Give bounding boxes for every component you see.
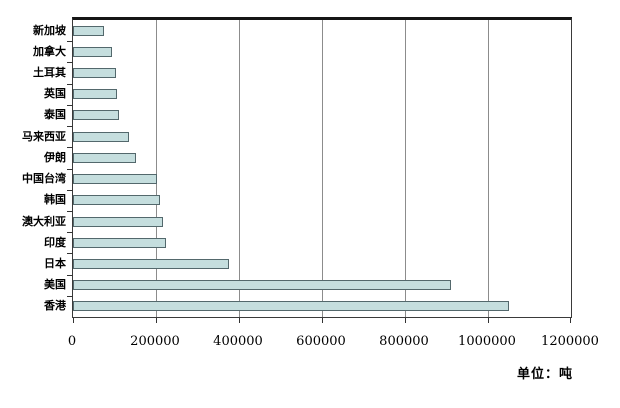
x-tick-label-600000: 600000 — [296, 334, 346, 349]
y-axis-label-canada: 加拿大 — [33, 44, 66, 58]
bar-india — [73, 237, 166, 248]
y-axis-label-japan: 日本 — [44, 256, 66, 270]
bar-singapore — [73, 25, 105, 36]
bar-hong-kong — [73, 301, 509, 312]
x-tick-label-800000: 800000 — [379, 334, 429, 349]
bar-thailand — [73, 110, 120, 121]
y-axis-tick — [67, 147, 73, 149]
x-tick-label-1200000: 1200000 — [541, 334, 599, 349]
y-axis-label-hong-kong: 香港 — [44, 299, 66, 313]
y-axis-tick — [67, 210, 73, 212]
plot-area — [67, 17, 572, 323]
gridline-600000 — [322, 20, 323, 317]
x-axis-tick — [322, 318, 323, 323]
bar-uk — [73, 89, 118, 100]
x-axis-tick — [73, 318, 74, 323]
bar-taiwan-china — [73, 174, 157, 185]
bar-turkey — [73, 68, 117, 79]
bar-japan — [73, 258, 230, 269]
bar-iran — [73, 152, 137, 163]
x-axis-tick — [488, 318, 489, 323]
bar-south-korea — [73, 195, 161, 206]
y-axis-label-south-korea: 韩国 — [44, 193, 66, 207]
y-axis-tick — [67, 168, 73, 170]
bar-canada — [73, 46, 112, 57]
bar-malaysia — [73, 131, 130, 142]
y-axis-label-taiwan-china: 中国台湾 — [22, 172, 66, 186]
y-axis-label-turkey: 土耳其 — [33, 66, 66, 80]
x-axis-tick — [405, 318, 406, 323]
x-axis-tick — [156, 318, 157, 323]
y-axis-label-singapore: 新加坡 — [33, 23, 66, 37]
x-tick-label-1000000: 1000000 — [458, 334, 516, 349]
x-tick-label-400000: 400000 — [213, 334, 263, 349]
y-axis-label-iran: 伊朗 — [44, 150, 66, 164]
y-axis-tick — [67, 232, 73, 234]
y-axis-label-usa: 美国 — [44, 278, 66, 292]
y-axis-tick — [67, 253, 73, 255]
gridline-1000000 — [488, 20, 489, 317]
gridline-800000 — [405, 20, 406, 317]
y-axis-label-thailand: 泰国 — [44, 108, 66, 122]
y-axis-label-malaysia: 马来西亚 — [22, 129, 66, 143]
gridline-200000 — [156, 20, 157, 317]
x-axis-tick — [239, 318, 240, 323]
y-axis-tick — [67, 274, 73, 276]
bar-australia — [73, 216, 164, 227]
x-tick-label-200000: 200000 — [130, 334, 180, 349]
y-axis-tick — [67, 41, 73, 43]
y-axis-tick — [67, 104, 73, 106]
y-axis-tick — [67, 295, 73, 297]
y-axis-label-uk: 英国 — [44, 87, 66, 101]
y-axis-tick — [67, 62, 73, 64]
x-tick-label-0: 0 — [67, 334, 77, 349]
unit-label: 单位：吨 — [517, 367, 574, 382]
y-axis-tick — [67, 126, 73, 128]
x-axis-tick — [570, 318, 571, 323]
y-axis-label-india: 印度 — [44, 235, 66, 249]
gridline-400000 — [239, 20, 240, 317]
bar-usa — [73, 280, 451, 291]
y-axis-tick — [67, 189, 73, 191]
y-axis-label-australia: 澳大利亚 — [22, 214, 66, 228]
y-axis-tick — [67, 83, 73, 85]
